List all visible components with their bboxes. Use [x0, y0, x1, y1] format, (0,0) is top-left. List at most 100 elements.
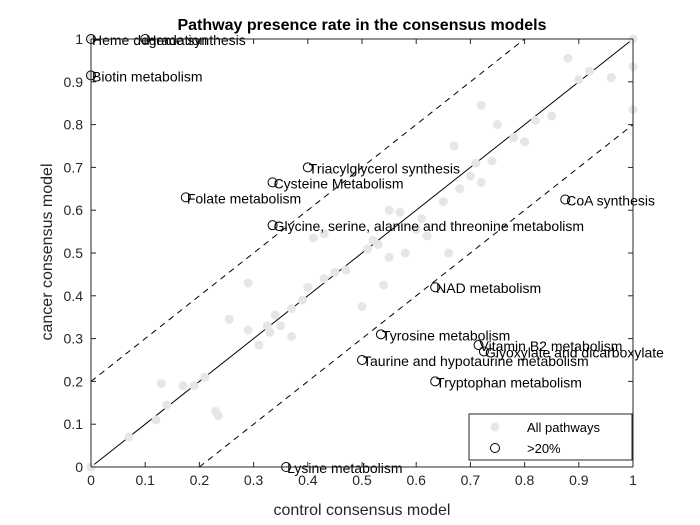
data-point [213, 411, 223, 421]
highlighted-point [375, 329, 386, 340]
y-tick-label: 0.9 [64, 74, 84, 90]
highlighted-point [180, 192, 191, 203]
data-point [471, 158, 481, 168]
y-tick-label: 0.1 [64, 416, 84, 432]
x-tick-label: 0.5 [352, 472, 372, 488]
data-point [476, 177, 486, 187]
data-point [384, 252, 394, 262]
legend-marker-highlighted [490, 443, 500, 453]
data-point [395, 207, 405, 217]
data-point [493, 120, 502, 130]
highlighted-point [267, 177, 278, 188]
data-point [379, 280, 389, 290]
highlighted-point [430, 376, 441, 387]
point-label: Biotin metabolism [92, 68, 203, 84]
data-point [308, 233, 318, 243]
y-tick-label: 0 [75, 459, 83, 475]
data-point [287, 331, 297, 341]
data-point [530, 115, 540, 125]
y-tick-label: 0.3 [64, 331, 84, 347]
x-axis-label: control consensus model [274, 502, 451, 519]
x-tick-label: 1 [629, 472, 637, 488]
data-point [287, 304, 297, 314]
data-point [574, 75, 584, 85]
data-point [124, 432, 134, 442]
x-tick-label: 0.8 [515, 472, 535, 488]
reference-lines [90, 38, 634, 468]
data-point [162, 400, 172, 410]
chart-title: Pathway presence rate in the consensus m… [177, 17, 546, 34]
data-point [243, 278, 253, 288]
x-tick-label: 0 [87, 472, 95, 488]
data-point [265, 327, 275, 337]
data-point [303, 282, 313, 292]
data-point [455, 184, 465, 194]
point-label: Folate metabolism [187, 190, 301, 206]
legend: All pathways >20% [468, 413, 633, 461]
data-point [341, 265, 351, 275]
data-point [200, 372, 210, 382]
data-point [547, 111, 557, 121]
data-point [156, 379, 166, 389]
highlighted-point [473, 340, 484, 351]
legend-marker-all-pathways [490, 422, 500, 432]
legend-label-all-pathways: All pathways [527, 420, 600, 435]
y-tick-label: 1 [75, 31, 83, 47]
x-tick-label: 0.9 [569, 472, 589, 488]
data-point [476, 100, 486, 110]
y-tick-labels: 0 0.1 0.2 0.3 0.4 0.5 0.6 0.7 0.8 0.9 1 [64, 31, 84, 475]
x-tick-label: 0.7 [461, 472, 481, 488]
point-label: CoA synthesis [566, 193, 655, 209]
point-label: Taurine and hypotaurine metabolism [363, 353, 589, 369]
x-tick-labels: 0 0.1 0.2 0.3 0.4 0.5 0.6 0.7 0.8 0.9 1 [87, 472, 637, 488]
point-label: Glyoxylate and dicarboxylate [485, 344, 664, 360]
highlighted-point [302, 162, 313, 173]
point-label: Tryptophan metabolism [436, 374, 582, 390]
data-point [330, 267, 340, 277]
y-tick-label: 0.8 [64, 117, 84, 133]
point-label: Heme synthesis [146, 32, 246, 48]
data-point [422, 231, 432, 241]
legend-label-highlighted: >20% [527, 441, 561, 456]
y-tick-label: 0.4 [64, 288, 84, 304]
x-tick-label: 0.1 [135, 472, 155, 488]
point-label: Glycine, serine, alanine and threonine m… [274, 218, 585, 234]
data-point [520, 137, 530, 147]
highlighted-point [478, 346, 489, 357]
data-point [189, 381, 199, 391]
data-point [606, 73, 616, 83]
point-label: Lysine metabolism [287, 460, 402, 476]
highlighted-point [267, 220, 278, 231]
data-point [270, 310, 280, 320]
axes [90, 38, 634, 468]
identity-line [90, 38, 634, 468]
data-point [276, 321, 286, 331]
data-point [411, 224, 421, 234]
data-point [449, 141, 459, 151]
data-point [319, 229, 329, 239]
x-tick-label: 0.6 [406, 472, 426, 488]
data-point [357, 302, 367, 311]
data-point [297, 295, 307, 305]
point-label: Cysteine Metabolism [274, 175, 404, 191]
lower-threshold-line [199, 124, 634, 468]
data-point [438, 197, 448, 207]
upper-threshold-line [90, 38, 525, 382]
y-axis-label: cancer consensus model [39, 164, 56, 341]
y-tick-label: 0.2 [64, 373, 84, 389]
point-label: Vitamin B2 metabolism [480, 338, 623, 354]
highlighted-point [430, 282, 441, 293]
x-tick-label: 0.4 [298, 472, 318, 488]
data-point [151, 415, 161, 425]
data-point [444, 248, 454, 258]
y-tick-label: 0.6 [64, 202, 84, 218]
data-point [254, 340, 264, 350]
point-label: Tyrosine metabolism [382, 327, 510, 343]
highlighted-point [357, 355, 367, 365]
data-point [585, 66, 595, 76]
data-point [400, 248, 410, 258]
data-point [487, 156, 497, 166]
